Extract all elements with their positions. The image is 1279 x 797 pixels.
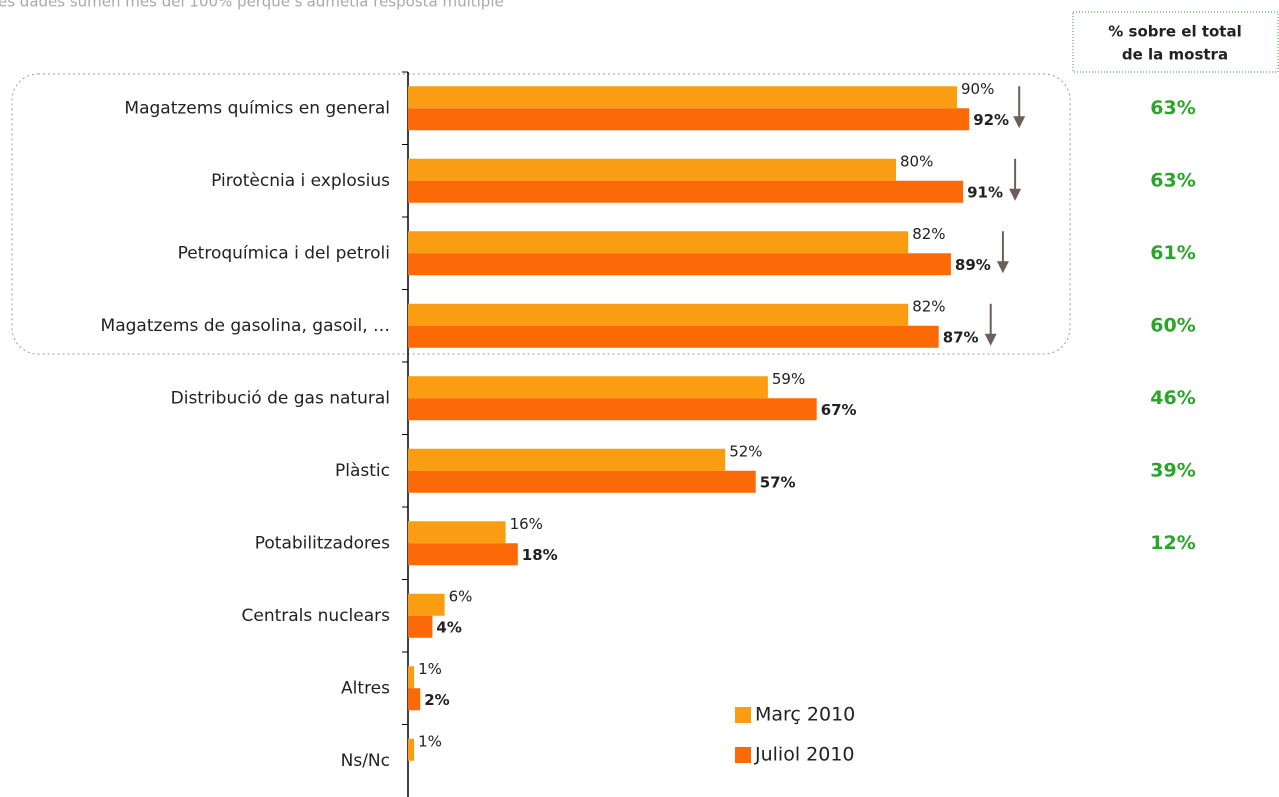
totals-header: de la mostra (1122, 46, 1228, 64)
legend-label: Juliol 2010 (754, 744, 855, 766)
bar (408, 543, 518, 566)
y-tick-label: Distribució de gas natural (171, 388, 390, 408)
value-label: 1% (418, 732, 442, 750)
total-label: 61% (1150, 242, 1195, 264)
trend-arrow-head (1009, 188, 1022, 201)
y-tick-label: Pirotècnia i explosius (211, 171, 390, 191)
legend-label: Març 2010 (755, 704, 855, 726)
bar (408, 231, 909, 254)
y-tick-label: Altres (341, 678, 390, 698)
legend-swatch (735, 747, 751, 763)
trend-arrow-head (1013, 116, 1026, 129)
header-box (1072, 11, 1279, 73)
bar (408, 158, 896, 181)
y-tick-label: Ns/Nc (341, 751, 390, 771)
value-label: 2% (424, 691, 449, 709)
legend-swatch (735, 707, 751, 723)
total-label: 46% (1150, 387, 1195, 409)
value-label: 4% (436, 618, 461, 636)
value-label: 18% (522, 546, 558, 564)
value-label: 91% (967, 183, 1003, 201)
value-label: 1% (418, 660, 442, 678)
highlight-box (11, 73, 1071, 355)
value-label: 16% (510, 515, 543, 533)
total-label: 39% (1150, 459, 1195, 481)
value-label: 82% (912, 297, 945, 315)
totals-header: % sobre el total (1108, 23, 1241, 41)
trend-arrow-head (996, 261, 1009, 274)
value-label: 67% (821, 401, 857, 419)
value-label: 57% (760, 473, 796, 491)
bar (408, 303, 909, 326)
note: es dades sumen més del 100% perquè s'adm… (0, 0, 504, 11)
value-label: 52% (729, 442, 762, 460)
total-label: 63% (1150, 169, 1195, 191)
bar (408, 376, 768, 399)
value-label: 92% (973, 111, 1009, 129)
bar (408, 253, 951, 276)
bar (408, 593, 445, 616)
bar (408, 615, 433, 638)
y-tick-label: Magatzems de gasolina, gasoil, … (101, 316, 390, 336)
bar (408, 86, 957, 109)
total-label: 63% (1150, 97, 1195, 119)
value-label: 59% (772, 370, 805, 388)
bar (408, 108, 970, 131)
value-label: 6% (449, 587, 473, 605)
value-label: 90% (961, 80, 994, 98)
y-tick-label: Plàstic (335, 461, 390, 481)
bar (408, 470, 756, 493)
y-tick-label: Potabilitzadores (255, 533, 390, 553)
value-label: 87% (943, 328, 979, 346)
bar (408, 688, 421, 711)
bar (408, 398, 817, 421)
bar (408, 448, 726, 471)
bar (408, 521, 506, 544)
total-label: 60% (1150, 314, 1195, 336)
y-tick-label: Centrals nuclears (241, 606, 390, 626)
bar (408, 180, 964, 203)
y-tick-label: Petroquímica i del petroli (178, 243, 390, 263)
bar (408, 738, 415, 761)
y-tick-label: Magatzems químics en general (124, 98, 390, 118)
value-label: 89% (955, 256, 991, 274)
bar (408, 325, 939, 348)
bar (408, 666, 415, 689)
value-label: 80% (900, 152, 933, 170)
trend-arrow-head (984, 333, 997, 346)
value-label: 82% (912, 225, 945, 243)
total-label: 12% (1150, 532, 1195, 554)
